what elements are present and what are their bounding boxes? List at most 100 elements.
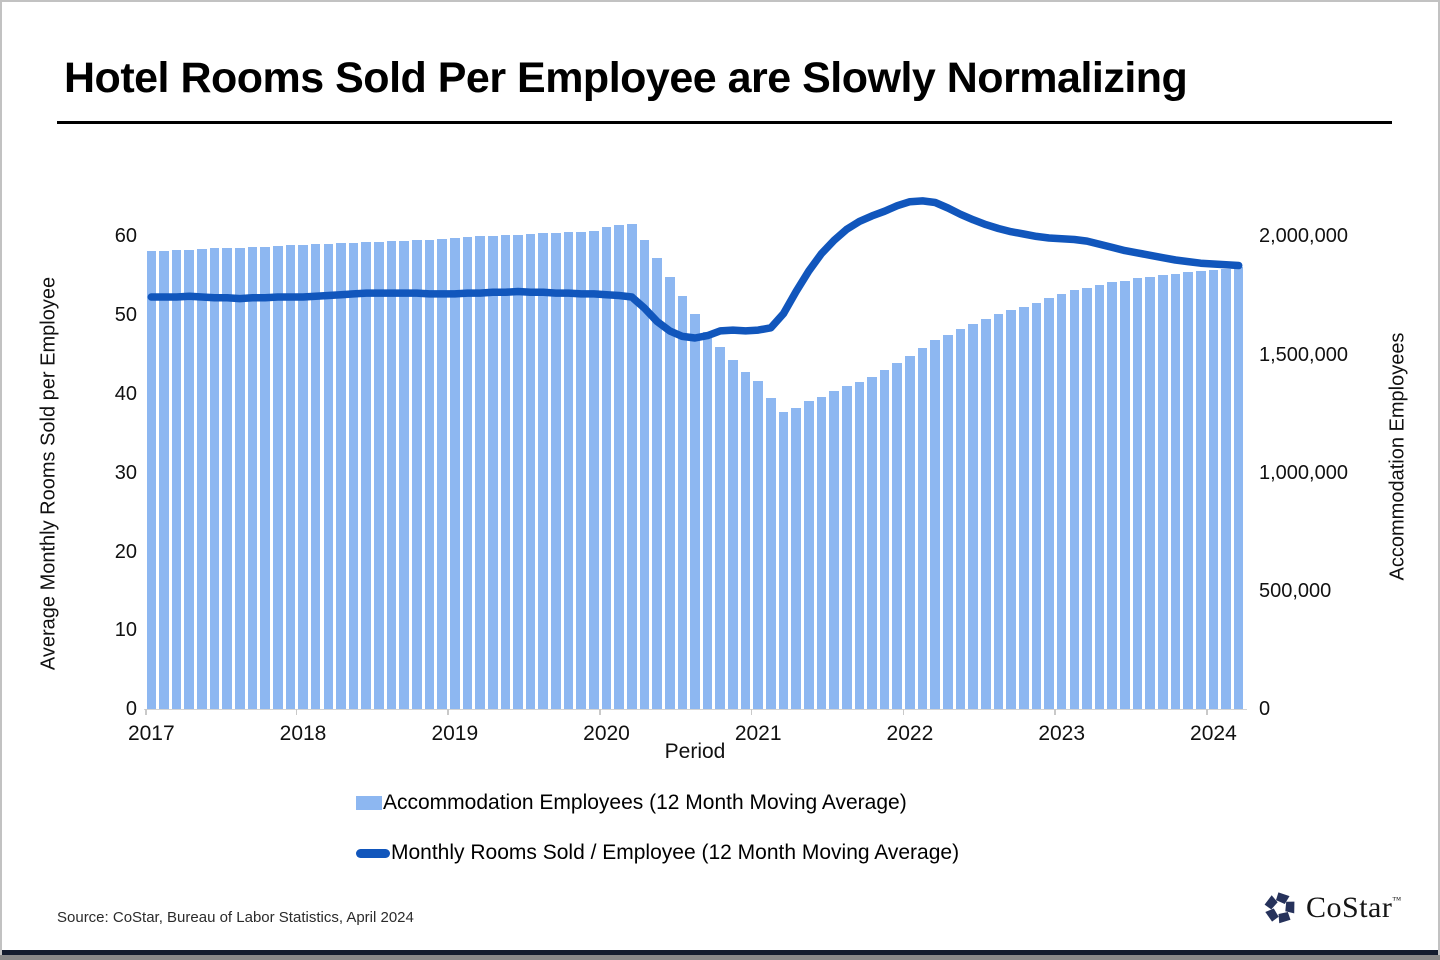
y-axis-tick-label: 500,000	[1259, 579, 1332, 602]
axis-tick-mark	[295, 709, 298, 715]
bar	[323, 243, 334, 709]
bar	[235, 247, 245, 709]
bar	[1006, 310, 1016, 709]
bar	[1208, 269, 1219, 709]
bar	[310, 244, 321, 709]
bar	[1195, 271, 1206, 709]
bar	[740, 371, 751, 709]
axis-tick-mark	[1054, 709, 1056, 715]
bar	[968, 323, 978, 709]
bar	[728, 360, 738, 709]
bar	[576, 231, 586, 709]
bar	[1107, 282, 1118, 709]
bar	[1233, 267, 1244, 709]
y-axis-tick-label: 50	[114, 304, 137, 327]
axis-tick-mark	[447, 709, 449, 715]
bar	[159, 250, 169, 709]
bar	[879, 370, 890, 709]
axis-tick-mark	[902, 709, 905, 715]
bar	[803, 401, 814, 709]
bar	[525, 234, 536, 709]
bar	[1120, 280, 1130, 709]
bar	[1170, 273, 1181, 709]
bar	[614, 224, 624, 709]
bar	[551, 232, 561, 709]
bar	[1044, 297, 1054, 709]
bar	[1031, 303, 1042, 709]
bar	[184, 249, 195, 709]
x-axis-labels: 2017 2018 2019 2020 2021 2022 2023 2024	[128, 722, 1245, 752]
bar	[1082, 287, 1092, 709]
bar	[1094, 285, 1105, 709]
axis-baseline	[144, 708, 1247, 710]
bar	[171, 250, 182, 709]
bar	[702, 331, 713, 709]
x-axis-year-label: 2019	[431, 722, 479, 745]
bar	[386, 241, 397, 709]
x-axis-year-label: 2017	[127, 722, 175, 745]
bar	[690, 314, 700, 709]
bar	[1069, 290, 1080, 709]
y-axis-tick-label: 1,500,000	[1259, 343, 1348, 366]
axis-tick-mark	[599, 709, 601, 715]
costar-logo-text: CoStar™	[1306, 891, 1402, 924]
plot-area	[144, 197, 1247, 715]
bar	[993, 314, 1004, 709]
bar	[1056, 293, 1067, 709]
y-axis-tick-label: 40	[114, 382, 137, 405]
axis-tick-mark	[1206, 709, 1208, 715]
bar	[412, 240, 422, 709]
bar	[487, 235, 498, 709]
bar	[285, 245, 296, 709]
y-axis-left-labels: 0 10 20 30 40 50 60	[42, 197, 137, 720]
bar	[437, 238, 447, 709]
bar	[260, 246, 270, 709]
legend-swatch-line	[356, 848, 390, 858]
x-axis-year-label: 2020	[583, 722, 630, 745]
bar	[424, 239, 435, 709]
bar	[791, 408, 801, 709]
bar	[272, 245, 283, 709]
legend-label: Accommodation Employees (12 Month Moving…	[383, 791, 907, 814]
axis-tick-mark	[750, 709, 753, 715]
bar	[298, 244, 308, 709]
bar	[247, 247, 258, 709]
bar	[652, 258, 662, 709]
bar	[854, 382, 865, 709]
costar-logo-tm: ™	[1392, 895, 1402, 905]
bar	[1221, 268, 1231, 709]
bar	[955, 329, 966, 709]
y-axis-tick-label: 30	[114, 461, 137, 484]
legend: Accommodation Employees (12 Month Moving…	[356, 788, 959, 888]
bar	[753, 381, 764, 709]
bar	[500, 235, 511, 709]
bar	[943, 334, 953, 709]
bar	[361, 242, 372, 709]
bar	[336, 243, 346, 709]
bar	[475, 236, 485, 709]
legend-label: Monthly Rooms Sold / Employee (12 Month …	[391, 841, 960, 864]
y-axis-tick-label: 0	[1259, 698, 1271, 720]
bar	[222, 248, 232, 709]
x-axis-year-label: 2024	[1190, 722, 1237, 745]
title-underline	[57, 121, 1392, 124]
bar	[981, 319, 991, 709]
bar	[1132, 278, 1143, 709]
chart-title: Hotel Rooms Sold Per Employee are Slowly…	[64, 54, 1188, 102]
bar	[930, 340, 941, 709]
x-axis-year-label: 2022	[886, 722, 934, 745]
x-axis-year-label: 2023	[1038, 722, 1086, 745]
bar	[867, 376, 877, 709]
bar	[664, 277, 675, 709]
y-axis-tick-label: 0	[125, 698, 137, 720]
bar	[917, 348, 928, 709]
trend-line	[147, 197, 1243, 342]
y-axis-tick-label: 20	[114, 540, 137, 563]
bar	[513, 234, 523, 709]
bar	[197, 248, 207, 709]
bar	[905, 356, 915, 709]
y-axis-tick-label: 1,000,000	[1259, 461, 1348, 484]
bar	[399, 240, 409, 709]
bar	[538, 233, 549, 709]
bar	[589, 230, 599, 709]
